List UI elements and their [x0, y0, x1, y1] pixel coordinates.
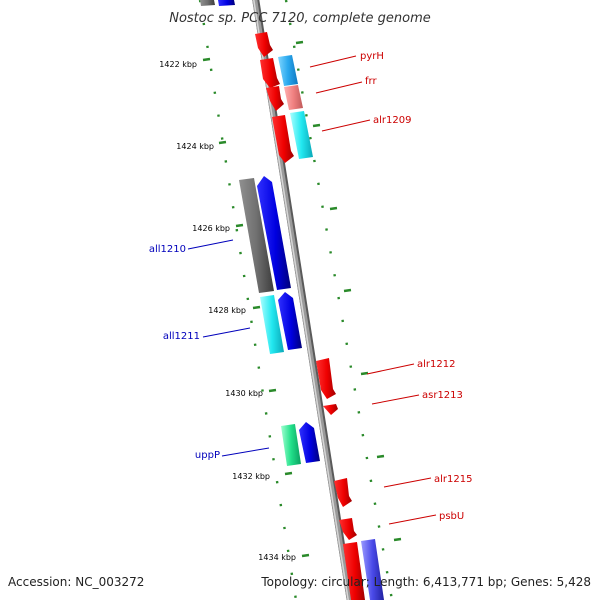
kbp-label: 1434 kbp [258, 553, 296, 562]
gene-label-uppp: uppP [195, 450, 220, 461]
label-leaders [187, 55, 437, 525]
leader-alr1212 [366, 363, 415, 375]
gene-box-pyrh [278, 55, 298, 86]
major-tick [218, 140, 227, 145]
kbp-label: 1422 kbp [159, 60, 197, 69]
gene-label-alr1209: alr1209 [373, 115, 411, 126]
gene-arrow-all1211 [278, 292, 302, 350]
gene-arrow-asr1213 [323, 404, 338, 415]
gene-label-alr1212: alr1212 [417, 359, 455, 370]
gene-arrow-uppp [299, 422, 320, 463]
gene-label-frr: frr [365, 76, 377, 87]
gene-box-uppp [281, 424, 301, 466]
gene-arrow-psbu [339, 518, 357, 540]
gene-box-alr1209 [290, 111, 313, 159]
leader-frr [315, 81, 363, 94]
kbp-label: 1430 kbp [225, 389, 263, 398]
kbp-label: 1426 kbp [192, 224, 230, 233]
gene-arrow-alr1212 [316, 358, 336, 399]
kbp-label: 1428 kbp [208, 306, 246, 315]
accession-label: Accession: NC_003272 [8, 575, 144, 589]
kbp-label: 1424 kbp [176, 142, 214, 151]
gene-arrow-all1210 [257, 176, 291, 290]
gene-box-all1211 [260, 295, 284, 354]
leader-all1210 [187, 239, 234, 250]
leader-pyrh [309, 55, 357, 68]
major-tick [301, 553, 310, 558]
gene-label-pyrh: pyrH [360, 51, 384, 62]
gene-arrow-pyrh-upstream [255, 32, 273, 57]
genome-summary: Topology: circular; Length: 6,413,771 bp… [260, 575, 591, 589]
leader-psbu [388, 514, 437, 525]
major-tick [360, 371, 369, 376]
gene-box-all1210-gray [239, 178, 274, 293]
gene-label-asr1213: asr1213 [422, 390, 463, 401]
major-tick [393, 537, 402, 542]
kbp-label: 1432 kbp [232, 472, 270, 481]
gene-arrow-alr1209-red [272, 115, 294, 163]
gene-arrow-frr-red [266, 86, 284, 111]
gene-clipped-bottom-red [343, 542, 365, 600]
major-tick [376, 454, 385, 459]
major-tick [284, 471, 293, 476]
gene-arrow-pyrh [260, 58, 280, 88]
gene-label-alr1215: alr1215 [434, 474, 472, 485]
major-ticks [202, 40, 402, 558]
leader-all1211 [202, 327, 251, 338]
gene-clipped-top-gray [200, 0, 215, 6]
leader-alr1209 [321, 119, 371, 132]
gene-label-all1211: all1211 [163, 331, 200, 342]
gene-box-frr [284, 85, 303, 110]
kbp-labels: 1422 kbp 1424 kbp 1426 kbp 1428 kbp 1430… [159, 60, 296, 562]
leader-alr1215 [383, 477, 432, 488]
gene-label-psbu: psbU [439, 511, 464, 522]
leader-asr1213 [371, 394, 420, 405]
major-tick [202, 57, 211, 62]
leader-uppp [221, 447, 270, 457]
gene-clipped-top-blue [218, 0, 235, 6]
major-tick [329, 206, 338, 211]
major-tick [343, 288, 352, 293]
map-title: Nostoc sp. PCC 7120, complete genome [169, 11, 431, 26]
gene-labels: pyrH frr alr1209 all1210 all1211 alr1212… [149, 51, 473, 522]
major-tick [252, 305, 261, 310]
major-tick [295, 40, 304, 45]
major-tick [268, 388, 277, 393]
major-tick [312, 123, 321, 128]
major-tick [235, 223, 244, 228]
gene-label-all1210: all1210 [149, 244, 186, 255]
gene-arrow-alr1215 [334, 478, 352, 507]
gene-clipped-bottom-blue [361, 539, 384, 600]
